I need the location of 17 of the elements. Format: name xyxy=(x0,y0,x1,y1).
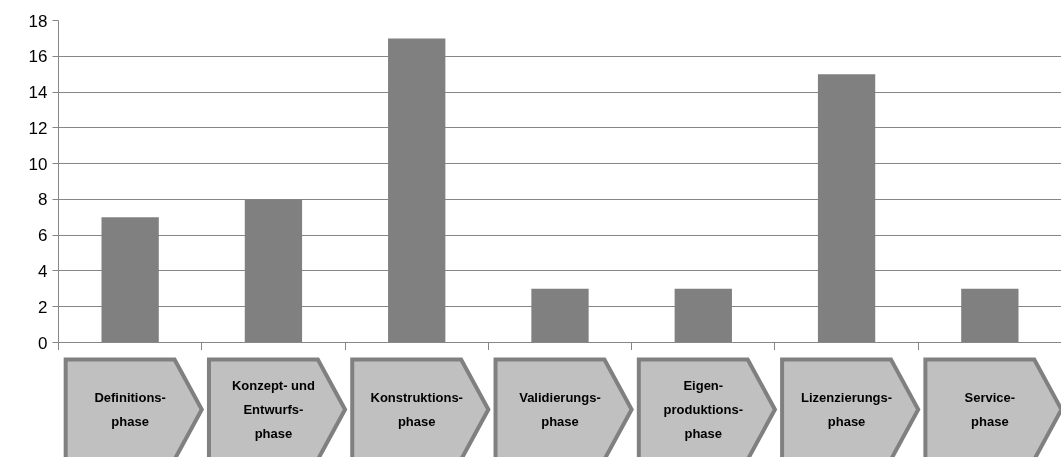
y-tick-label: 0 xyxy=(38,333,48,353)
y-tick-label: 4 xyxy=(38,261,48,281)
x-tick-label: Konstruktions- phase xyxy=(370,390,463,429)
y-tick-label: 10 xyxy=(28,154,48,174)
y-tick-label: 16 xyxy=(28,47,48,67)
x-tick-label: Validierungs- phase xyxy=(519,390,601,429)
y-tick-label: 8 xyxy=(38,190,48,210)
x-tick-label: Konzept- und Entwurfs- phase xyxy=(231,378,315,441)
x-tick-label: Definitions- phase xyxy=(94,390,166,429)
x-tick-label: Service- phase xyxy=(964,390,1016,429)
x-tick-label: Lizenzierungs- phase xyxy=(801,390,893,429)
y-tick-label: 14 xyxy=(28,83,48,103)
y-tick-label: 6 xyxy=(38,226,48,246)
y-tick-label: 18 xyxy=(28,11,48,31)
y-tick-label: 12 xyxy=(28,118,48,138)
x-tick-label: Eigen- produktions- phase xyxy=(663,378,744,441)
y-tick-label: 2 xyxy=(38,297,48,317)
